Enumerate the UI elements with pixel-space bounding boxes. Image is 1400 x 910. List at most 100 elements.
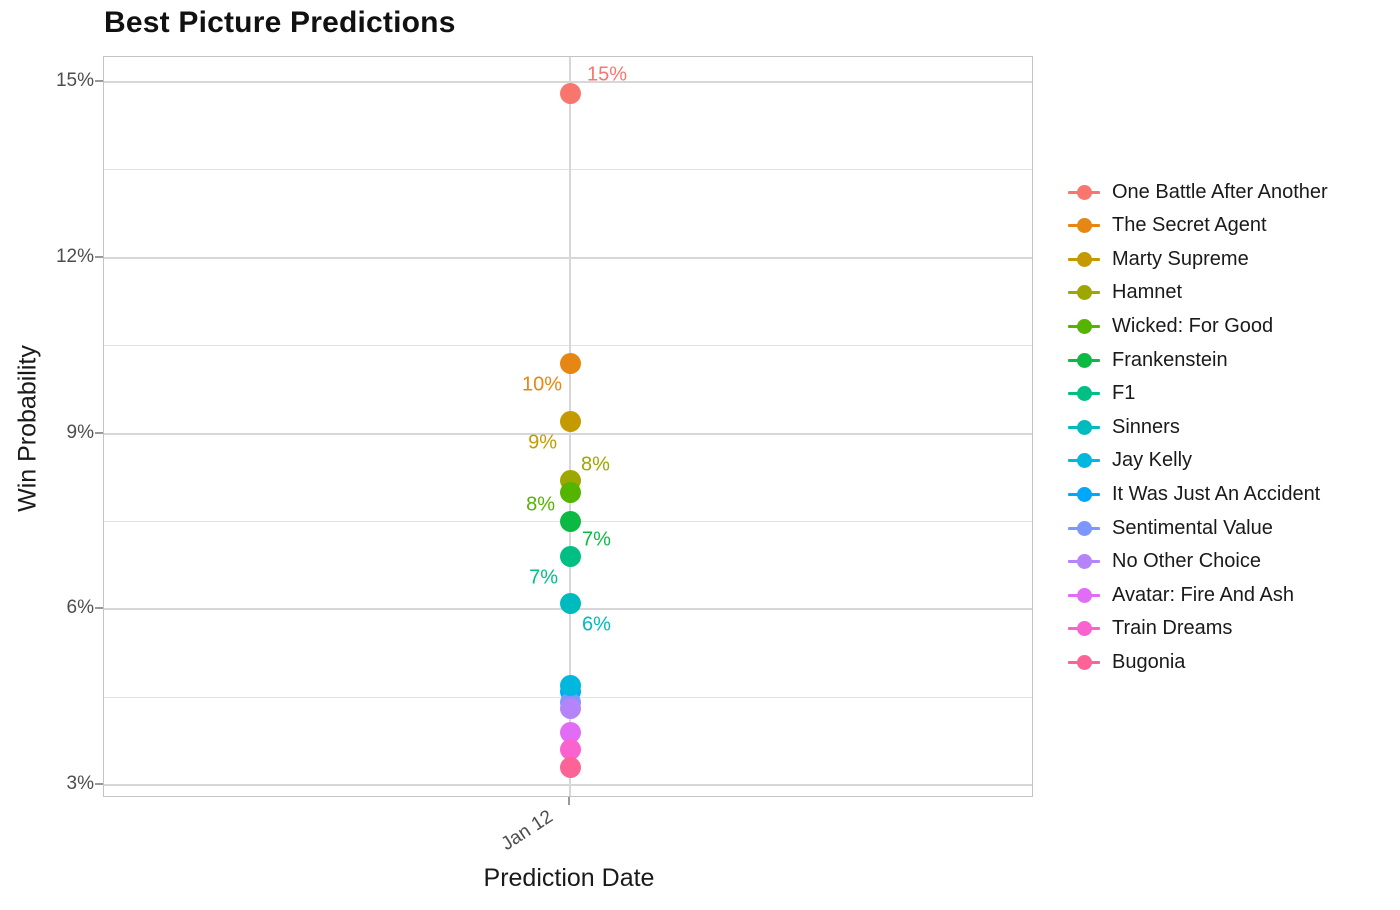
data-point <box>559 352 581 374</box>
data-point <box>559 83 581 105</box>
legend-swatch-dot <box>1076 318 1092 334</box>
legend-label: Train Dreams <box>1112 617 1233 640</box>
legend-label: Marty Supreme <box>1112 247 1249 270</box>
data-point <box>559 739 581 761</box>
legend-swatch-dot <box>1076 654 1092 670</box>
y-tick-label: 6% <box>66 597 94 619</box>
legend-swatch-dot <box>1076 184 1092 200</box>
y-tick-label: 9% <box>66 421 94 443</box>
legend-label: One Battle After Another <box>1112 180 1328 203</box>
legend-item: Jay Kelly <box>1066 444 1192 478</box>
legend-key <box>1066 520 1102 536</box>
data-point <box>559 721 581 743</box>
legend-label: Wicked: For Good <box>1112 314 1274 337</box>
legend-key <box>1066 654 1102 670</box>
legend-key <box>1066 486 1102 502</box>
legend-item: It Was Just An Accident <box>1066 477 1320 511</box>
legend-swatch-dot <box>1076 285 1092 301</box>
gridline-minor <box>104 169 1032 171</box>
legend-key <box>1066 285 1102 301</box>
legend-key <box>1066 251 1102 267</box>
legend-label: Sentimental Value <box>1112 516 1273 539</box>
y-tick-mark <box>95 80 103 82</box>
chart-title: Best Picture Predictions <box>104 6 456 39</box>
legend-item: Sentimental Value <box>1066 511 1273 545</box>
legend-swatch-dot <box>1076 251 1092 267</box>
y-tick-mark <box>95 783 103 785</box>
y-tick-label: 15% <box>55 70 94 91</box>
legend-item: F1 <box>1066 377 1135 411</box>
legend-label: The Secret Agent <box>1112 214 1267 237</box>
legend-key <box>1066 621 1102 637</box>
legend-key <box>1066 587 1102 603</box>
legend-label: Hamnet <box>1112 281 1183 304</box>
legend-swatch-dot <box>1076 520 1092 536</box>
legend-item: Wicked: For Good <box>1066 309 1273 343</box>
y-tick-mark <box>95 607 103 610</box>
y-tick-label: 3% <box>66 773 94 794</box>
x-tick-label: Jan 12 <box>497 806 557 855</box>
legend-label: Avatar: Fire And Ash <box>1112 583 1294 606</box>
legend-key <box>1066 318 1102 334</box>
legend-item: Marty Supreme <box>1066 242 1249 276</box>
legend-label: No Other Choice <box>1112 550 1261 573</box>
legend-label: Jay Kelly <box>1112 449 1193 472</box>
gridline-major <box>104 256 1032 259</box>
gridline-major <box>104 432 1032 435</box>
legend-label: Bugonia <box>1112 650 1186 673</box>
legend-key <box>1066 554 1102 570</box>
gridline-minor <box>104 345 1032 347</box>
legend-item: One Battle After Another <box>1066 175 1328 209</box>
legend-swatch-dot <box>1076 352 1092 368</box>
legend-swatch-dot <box>1076 218 1092 234</box>
legend-key <box>1066 184 1102 200</box>
point-value-label: 8% <box>526 493 555 516</box>
legend-swatch-dot <box>1076 587 1092 603</box>
y-tick-label: 12% <box>55 245 94 267</box>
point-value-label: 7% <box>582 528 611 551</box>
data-point <box>559 674 581 696</box>
legend-swatch-dot <box>1076 453 1092 469</box>
legend-item: Avatar: Fire And Ash <box>1066 578 1294 612</box>
data-point <box>559 510 581 532</box>
data-point <box>559 698 581 720</box>
legend-item: Frankenstein <box>1066 343 1228 377</box>
data-point <box>559 411 581 433</box>
legend-label: F1 <box>1112 382 1136 405</box>
legend-item: Sinners <box>1066 410 1180 444</box>
data-point <box>559 592 581 614</box>
point-value-label: 9% <box>528 431 557 454</box>
legend-key <box>1066 453 1102 469</box>
y-tick-mark <box>95 255 103 258</box>
legend-swatch-dot <box>1076 419 1092 435</box>
legend-item: No Other Choice <box>1066 545 1261 579</box>
x-tick-mark <box>568 797 570 805</box>
legend-key <box>1066 352 1102 368</box>
legend-item: Bugonia <box>1066 645 1185 679</box>
legend-item: Train Dreams <box>1066 612 1232 646</box>
legend-key <box>1066 218 1102 234</box>
point-value-label: 8% <box>581 453 610 476</box>
legend-swatch-dot <box>1076 554 1092 570</box>
x-axis-title: Prediction Date <box>483 864 655 892</box>
legend-key <box>1066 386 1102 402</box>
legend-label: Sinners <box>1112 415 1180 438</box>
legend-item: The Secret Agent <box>1066 209 1267 243</box>
data-point <box>559 756 581 778</box>
point-value-label: 10% <box>521 373 562 396</box>
point-value-label: 7% <box>529 566 558 589</box>
legend-item: Hamnet <box>1066 276 1182 310</box>
legend-key <box>1066 419 1102 435</box>
legend-swatch-dot <box>1076 621 1092 637</box>
data-point <box>559 481 581 503</box>
gridline-major <box>104 81 1032 83</box>
point-value-label: 15% <box>587 63 628 86</box>
point-value-label: 6% <box>582 613 611 636</box>
y-tick-mark <box>95 431 103 434</box>
data-point <box>559 546 581 568</box>
gridline-major <box>104 784 1032 786</box>
plot-panel: 15% 10% 9% 8% 8% 7% 7% 6% <box>103 56 1033 797</box>
legend-label: Frankenstein <box>1112 348 1228 371</box>
legend-swatch-dot <box>1076 486 1092 502</box>
